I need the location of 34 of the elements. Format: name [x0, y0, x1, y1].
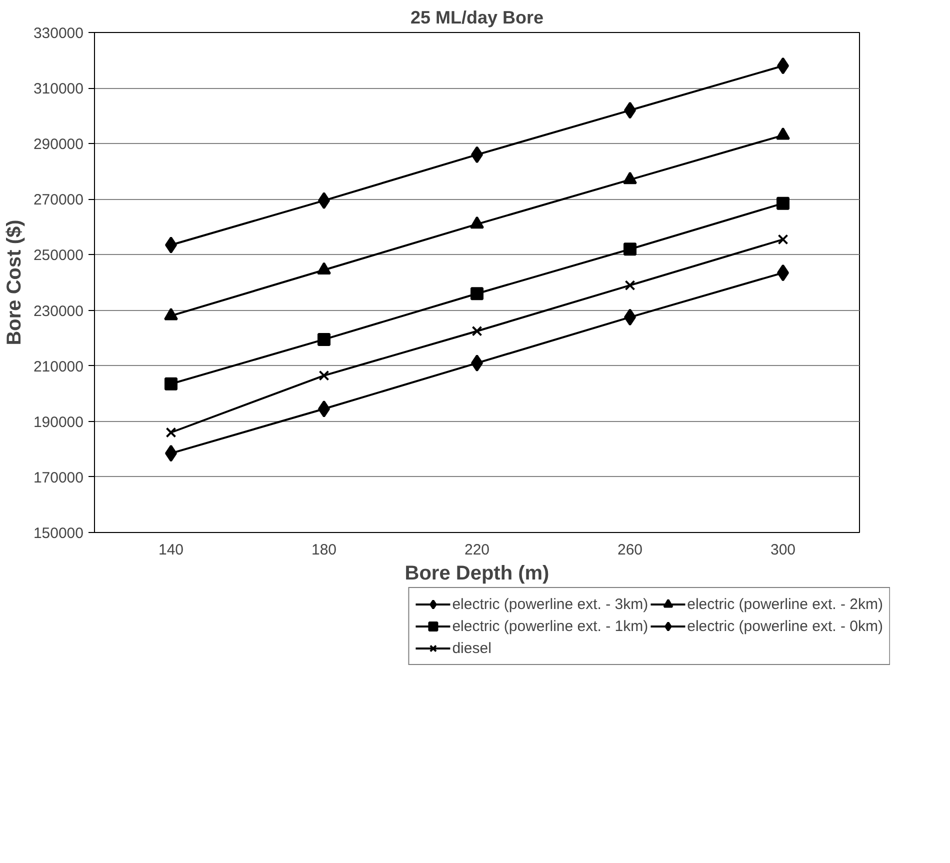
y-tick-label: 270000: [33, 192, 84, 209]
y-tick-label: 150000: [33, 525, 84, 542]
point: [165, 236, 177, 254]
point: [164, 377, 178, 390]
x-axis-title: Bore Depth (m): [404, 562, 550, 584]
legend-label: electric (powerline ext. - 0km): [687, 618, 883, 634]
legend-label: electric (powerline ext. - 1km): [452, 618, 648, 634]
y-tick-label: 330000: [33, 25, 84, 42]
y-tick-label: 290000: [33, 136, 84, 154]
point: [318, 370, 330, 381]
chart-title: 25 ML/day Bore: [410, 8, 544, 28]
x-tick-label: 140: [158, 542, 184, 558]
point: [472, 326, 482, 336]
legend-label: electric (powerline ext. - 2km): [687, 596, 883, 612]
point: [778, 234, 788, 245]
y-tick-label: 190000: [33, 414, 84, 431]
y-tick-label: 310000: [33, 80, 84, 98]
y-axis-title: Bore Cost ($): [3, 220, 26, 346]
x-tick-label: 260: [617, 542, 643, 558]
point: [318, 332, 330, 346]
y-tick-label: 210000: [33, 358, 84, 376]
legend-label: diesel: [452, 640, 492, 656]
x-tick-label: 220: [464, 542, 490, 558]
point: [166, 427, 176, 438]
y-tick-label: 230000: [33, 302, 84, 320]
x-tick-label: 300: [770, 542, 796, 558]
x-tick-label: 180: [311, 542, 337, 558]
point: [624, 242, 636, 256]
legend-label: electric (powerline ext. - 3km): [452, 596, 648, 612]
point: [470, 287, 484, 300]
y-tick-label: 250000: [33, 247, 84, 264]
point: [624, 280, 636, 291]
point: [776, 196, 790, 210]
y-tick-label: 170000: [33, 469, 84, 486]
